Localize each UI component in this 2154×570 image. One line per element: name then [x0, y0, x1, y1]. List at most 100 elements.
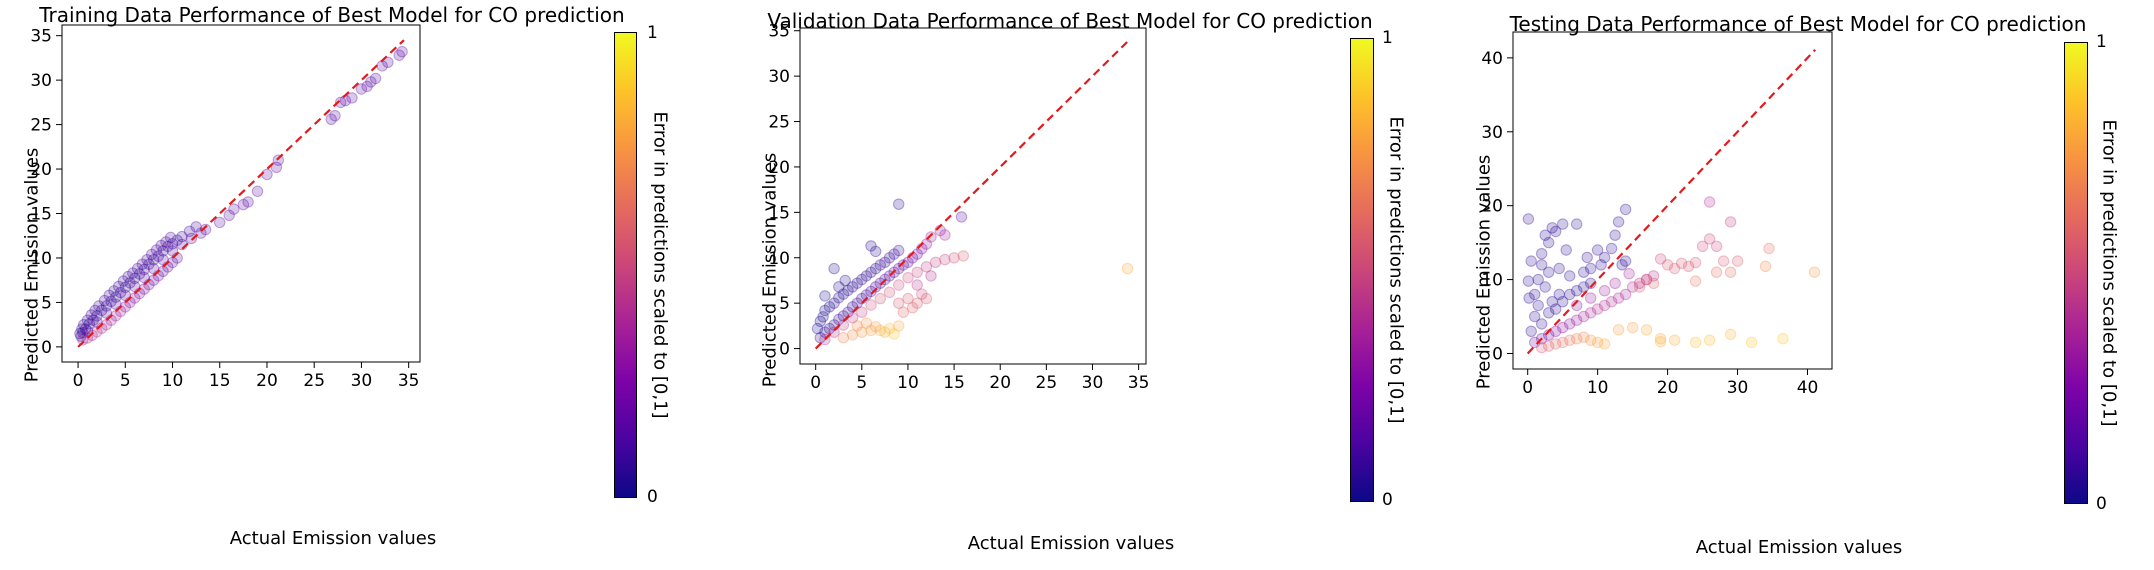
data-point [925, 270, 937, 282]
data-point [939, 253, 951, 266]
data-point [1731, 255, 1744, 267]
validation-panel: Validation Data Performance of Best Mode… [718, 0, 1436, 570]
data-point [1532, 273, 1544, 286]
x-axis-label: Actual Emission values [229, 528, 437, 549]
data-point [893, 320, 905, 332]
data-point [160, 236, 172, 248]
y-tick-label: 35 [30, 27, 52, 47]
data-point [1675, 257, 1688, 269]
x-tick-label: 20 [256, 371, 278, 391]
data-point [1539, 281, 1551, 293]
data-point [1578, 281, 1590, 293]
data-point [870, 262, 882, 275]
data-point [837, 288, 850, 300]
data-point [883, 252, 896, 264]
data-point [81, 325, 94, 337]
data-point [1581, 251, 1593, 264]
data-point [129, 280, 141, 293]
testing-plot: 0 10 20 30 40 0 10 20 30 40 [1481, 31, 1833, 398]
data-point [1578, 331, 1590, 343]
data-point [1529, 310, 1541, 323]
data-point [74, 327, 86, 340]
y-axis-label: Predicted Emission values [21, 147, 43, 383]
data-point [906, 302, 919, 314]
y-tick-label: 25 [768, 113, 790, 133]
colorbar-tick-min: 0 [647, 487, 658, 507]
data-point [346, 92, 358, 104]
data-point [155, 239, 167, 252]
data-point [157, 254, 169, 266]
data-point [846, 281, 859, 293]
x-tick-label: 15 [943, 373, 965, 393]
data-point [1759, 260, 1772, 272]
data-point [870, 281, 882, 293]
data-point [828, 297, 840, 309]
data-point [1550, 338, 1562, 350]
data-point [1578, 266, 1590, 278]
data-point [893, 279, 905, 291]
y-tick-label: 5 [779, 294, 790, 314]
data-point [839, 274, 851, 287]
data-point [1661, 259, 1674, 271]
data-point [814, 315, 827, 327]
data-point [1564, 318, 1576, 330]
x-tick-label: 10 [1587, 378, 1609, 398]
training-plot: 0 5 10 15 20 25 30 35 0 5 10 15 20 25 30 35 [30, 24, 421, 391]
data-point [105, 295, 117, 308]
data-point [1571, 218, 1583, 230]
data-point [166, 245, 179, 257]
data-point [1571, 285, 1583, 297]
data-point [87, 314, 99, 326]
data-point [325, 113, 337, 126]
chart-title: Validation Data Performance of Best Mode… [767, 9, 1373, 33]
data-point [865, 266, 877, 278]
x-tick-label: 0 [810, 373, 821, 393]
data-point [1777, 333, 1789, 345]
y-tick-label: 35 [768, 22, 790, 42]
data-point [1640, 273, 1653, 286]
data-point [1539, 229, 1551, 241]
plot-frame [799, 27, 1147, 365]
data-point [75, 330, 87, 342]
data-point [851, 320, 863, 332]
data-point [920, 292, 933, 305]
data-point [113, 280, 125, 293]
x-tick-label: 5 [856, 373, 867, 393]
data-point [856, 306, 868, 318]
data-point [147, 254, 160, 266]
data-point [860, 317, 873, 329]
data-point [1668, 262, 1681, 275]
data-point [1557, 296, 1569, 308]
y-tick-label: 40 [1481, 49, 1503, 69]
data-point [190, 221, 202, 233]
data-point [237, 198, 250, 211]
plot-frame [1512, 31, 1833, 370]
data-point [91, 316, 103, 328]
data-point [1654, 336, 1667, 348]
data-point [1609, 277, 1621, 289]
data-point [117, 275, 130, 287]
data-point [152, 250, 165, 262]
testing-panel: Testing Data Performance of Best Model f… [1436, 0, 2154, 570]
colorbar-tick-max: 1 [647, 23, 658, 43]
data-point [837, 332, 850, 344]
data-point [955, 211, 968, 223]
data-point [1557, 336, 1569, 349]
data-point [108, 285, 120, 297]
data-point [1612, 324, 1625, 336]
data-point [96, 304, 108, 317]
data-point [817, 311, 829, 323]
data-point [1598, 251, 1611, 264]
data-point [1605, 242, 1618, 255]
data-point [195, 227, 207, 239]
data-point [1598, 299, 1611, 312]
data-point [1543, 266, 1555, 278]
data-point [916, 288, 928, 300]
data-point [865, 240, 877, 252]
colorbar-tick-max: 1 [2096, 32, 2107, 52]
data-point [143, 258, 155, 270]
data-point [119, 281, 132, 293]
data-point [939, 229, 951, 241]
data-point [1612, 216, 1625, 228]
data-point [131, 262, 144, 275]
